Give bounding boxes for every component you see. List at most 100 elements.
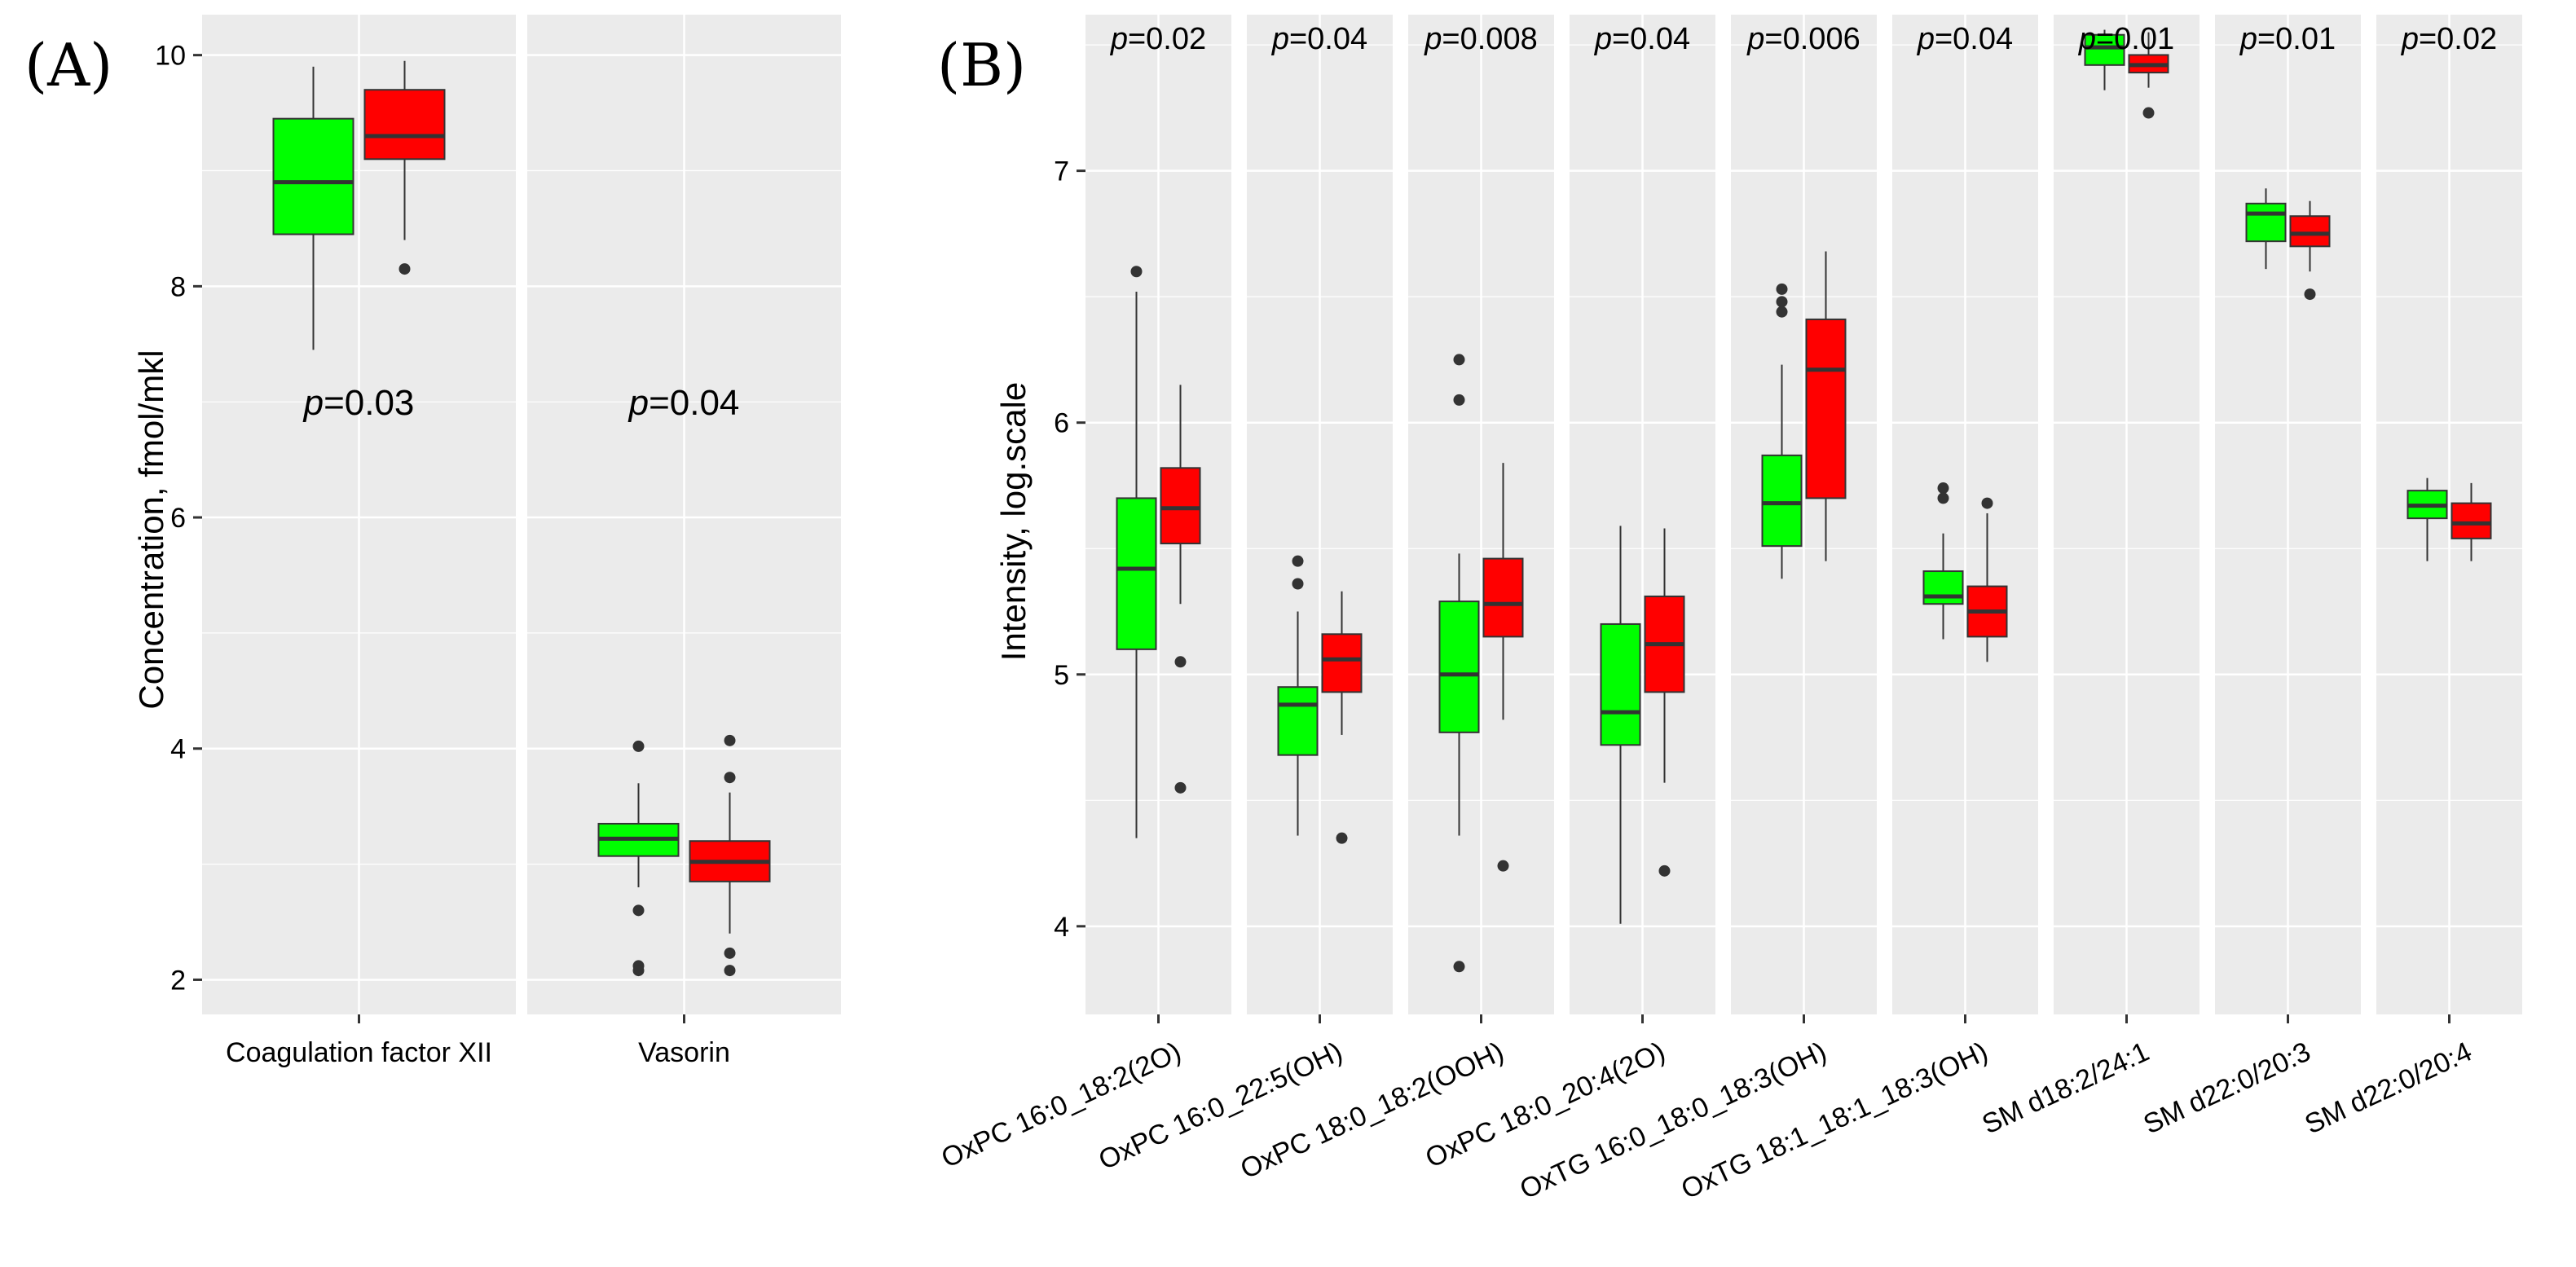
p-value-number: =0.04 bbox=[1289, 22, 1367, 56]
y-tick-label: 7 bbox=[1054, 156, 1069, 187]
p-value-number: =0.02 bbox=[2419, 22, 2497, 56]
box-iqr-red bbox=[1805, 318, 1847, 499]
outlier-point bbox=[1174, 656, 1187, 668]
p-symbol: p bbox=[2401, 22, 2419, 56]
box-iqr-red bbox=[1482, 557, 1524, 638]
p-value-number: =0.02 bbox=[1128, 22, 1206, 56]
outlier-point bbox=[724, 947, 736, 959]
p-value-annotation: p=0.008 bbox=[1424, 22, 1537, 56]
x-category-label: SM d22:0/20:3 bbox=[2139, 1036, 2315, 1141]
outlier-point bbox=[1292, 578, 1304, 590]
p-symbol: p bbox=[302, 383, 324, 423]
y-tick-label: 5 bbox=[1054, 660, 1069, 691]
panel-a: (A) Concentration, fmol/mkl 246810p=0.03… bbox=[24, 15, 841, 1068]
box-iqr-green bbox=[1600, 623, 1641, 746]
p-symbol: p bbox=[1594, 22, 1612, 56]
outlier-point bbox=[1336, 832, 1348, 844]
x-category-label: SM d18:2/24:1 bbox=[1978, 1036, 2154, 1141]
y-tick-label: 8 bbox=[170, 271, 186, 302]
x-category-label: OxTG 16:0_18:0_18:3(OH) bbox=[1515, 1036, 1831, 1206]
outlier-point bbox=[1937, 492, 1949, 504]
p-symbol: p bbox=[2078, 22, 2096, 56]
y-tick-label: 6 bbox=[170, 503, 186, 534]
outlier-point bbox=[1174, 781, 1187, 794]
p-value-number: =0.04 bbox=[1935, 22, 2013, 56]
outlier-point bbox=[2304, 288, 2316, 301]
p-symbol: p bbox=[1271, 22, 1289, 56]
p-value-annotation: p=0.03 bbox=[302, 383, 415, 423]
x-category-label: SM d22:0/20:4 bbox=[2301, 1036, 2477, 1141]
p-value-number: =0.01 bbox=[2257, 22, 2336, 56]
outlier-point bbox=[1130, 266, 1143, 278]
p-symbol: p bbox=[1424, 22, 1442, 56]
panel-a-y-axis-label: Concentration, fmol/mkl bbox=[132, 350, 170, 709]
x-category-label: OxTG 18:1_18:1_18:3(OH) bbox=[1676, 1036, 1993, 1206]
outlier-point bbox=[399, 263, 411, 275]
box-iqr-green bbox=[1438, 601, 1480, 733]
outlier-point bbox=[1453, 354, 1465, 366]
p-symbol: p bbox=[1110, 22, 1128, 56]
box-iqr-green bbox=[1116, 497, 1157, 650]
outlier-point bbox=[724, 734, 736, 746]
panel-b-y-axis-label: Intensity, log.scale bbox=[994, 382, 1033, 661]
outlier-point bbox=[1453, 961, 1465, 973]
box-iqr-red bbox=[1160, 467, 1201, 545]
panel-b-label: (B) bbox=[937, 31, 1026, 99]
p-symbol: p bbox=[1917, 22, 1935, 56]
box-iqr-red bbox=[1321, 633, 1363, 693]
outlier-point bbox=[1497, 860, 1509, 872]
outlier-point bbox=[1981, 497, 1993, 509]
y-tick-label: 4 bbox=[1054, 912, 1069, 943]
p-value-number: =0.04 bbox=[649, 383, 739, 423]
p-value-annotation: p=0.04 bbox=[627, 383, 740, 423]
panel-a-label: (A) bbox=[24, 31, 112, 99]
p-value-annotation: p=0.02 bbox=[2401, 22, 2497, 56]
p-value-annotation: p=0.01 bbox=[2239, 22, 2336, 56]
outlier-point bbox=[1937, 482, 1949, 495]
box-iqr-green bbox=[1922, 570, 1964, 605]
box-iqr-green bbox=[272, 117, 354, 235]
x-category-label: Vasorin bbox=[638, 1037, 730, 1068]
p-value-annotation: p=0.01 bbox=[2078, 22, 2174, 56]
panel-b: (B) Intensity, log.scale 4567p=0.02OxPC … bbox=[936, 15, 2522, 1205]
y-tick-label: 4 bbox=[170, 734, 186, 765]
box-iqr-green bbox=[2245, 202, 2287, 243]
y-tick-label: 10 bbox=[155, 41, 186, 72]
outlier-point bbox=[1453, 394, 1465, 406]
box-iqr-red bbox=[2451, 502, 2492, 539]
outlier-point bbox=[1292, 555, 1304, 567]
p-value-number: =0.006 bbox=[1764, 22, 1860, 56]
outlier-point bbox=[632, 740, 645, 752]
outlier-point bbox=[1776, 296, 1788, 308]
outlier-point bbox=[1776, 306, 1788, 318]
outlier-point bbox=[2142, 107, 2155, 119]
p-value-number: =0.01 bbox=[2096, 22, 2174, 56]
outlier-point bbox=[632, 965, 645, 977]
box-iqr-red bbox=[363, 89, 446, 161]
p-value-number: =0.03 bbox=[324, 383, 414, 423]
p-value-number: =0.04 bbox=[1612, 22, 1690, 56]
box-iqr-green bbox=[1761, 454, 1803, 548]
p-value-number: =0.008 bbox=[1442, 22, 1537, 56]
outlier-point bbox=[1658, 864, 1671, 877]
y-tick-label: 2 bbox=[170, 965, 186, 996]
x-category-label: Coagulation factor XII bbox=[226, 1037, 492, 1068]
x-category-label: OxPC 18:0_18:2(OOH) bbox=[1235, 1036, 1508, 1186]
box-iqr-green bbox=[1277, 686, 1319, 756]
p-value-annotation: p=0.006 bbox=[1746, 22, 1860, 56]
outlier-point bbox=[632, 904, 645, 917]
p-value-annotation: p=0.04 bbox=[1594, 22, 1690, 56]
p-value-annotation: p=0.04 bbox=[1271, 22, 1367, 56]
y-tick-label: 6 bbox=[1054, 408, 1069, 439]
p-value-annotation: p=0.02 bbox=[1110, 22, 1206, 56]
box-iqr-red bbox=[2289, 215, 2331, 248]
box-iqr-green bbox=[2084, 33, 2125, 66]
p-symbol: p bbox=[1746, 22, 1764, 56]
p-symbol: p bbox=[2239, 22, 2257, 56]
outlier-point bbox=[724, 772, 736, 784]
outlier-point bbox=[724, 965, 736, 977]
p-symbol: p bbox=[627, 383, 649, 423]
p-value-annotation: p=0.04 bbox=[1917, 22, 2013, 56]
outlier-point bbox=[1776, 283, 1788, 295]
